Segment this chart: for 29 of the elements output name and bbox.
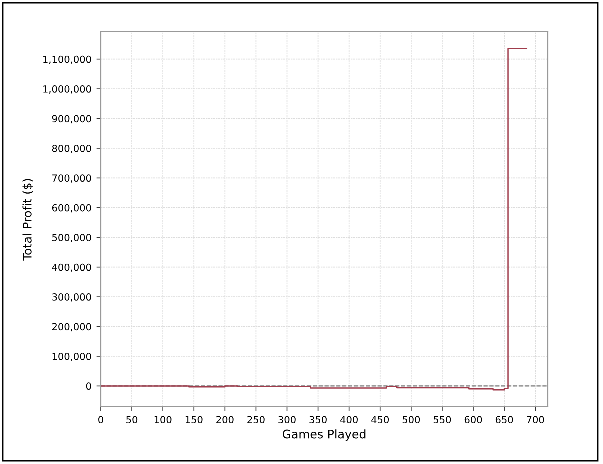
x-tick-label: 550 (434, 416, 452, 424)
x-tick-label: 200 (216, 416, 234, 424)
x-tick-label: 700 (527, 416, 544, 424)
y-tick-label: 500,000 (52, 234, 92, 242)
y-tick-label: 800,000 (52, 144, 92, 154)
y-tick-label: 300,000 (52, 294, 92, 302)
x-tick-label: 650 (496, 416, 514, 424)
y-tick-label: 600,000 (52, 204, 92, 213)
x-tick-label: 450 (372, 416, 390, 424)
y-tick-label: 1,000,000 (44, 86, 92, 94)
x-tick-label: 150 (186, 416, 203, 424)
y-tick-label: 1,100,000 (44, 56, 92, 64)
y-tick-label: 700,000 (52, 174, 92, 184)
y-tick-label: 100,000 (52, 352, 92, 362)
x-tick-label: 500 (402, 416, 420, 424)
y-tick-label: 0 (86, 382, 92, 390)
x-tick-label: 0 (98, 416, 104, 424)
y-tick-label: 900,000 (52, 115, 92, 124)
x-tick-label: 300 (278, 416, 296, 424)
x-tick-label: 400 (340, 416, 358, 424)
x-tick-label: 250 (248, 416, 265, 424)
x-tick-label: 100 (154, 416, 172, 424)
x-tick-label: 600 (464, 416, 482, 424)
x-axis-title: Games Played (282, 430, 366, 442)
y-tick-label: 200,000 (52, 323, 92, 332)
x-tick-label: 50 (126, 416, 138, 424)
x-tick-label: 350 (310, 416, 327, 424)
y-axis-title: Total Profit ($) (22, 179, 34, 261)
y-tick-label: 400,000 (52, 264, 92, 272)
